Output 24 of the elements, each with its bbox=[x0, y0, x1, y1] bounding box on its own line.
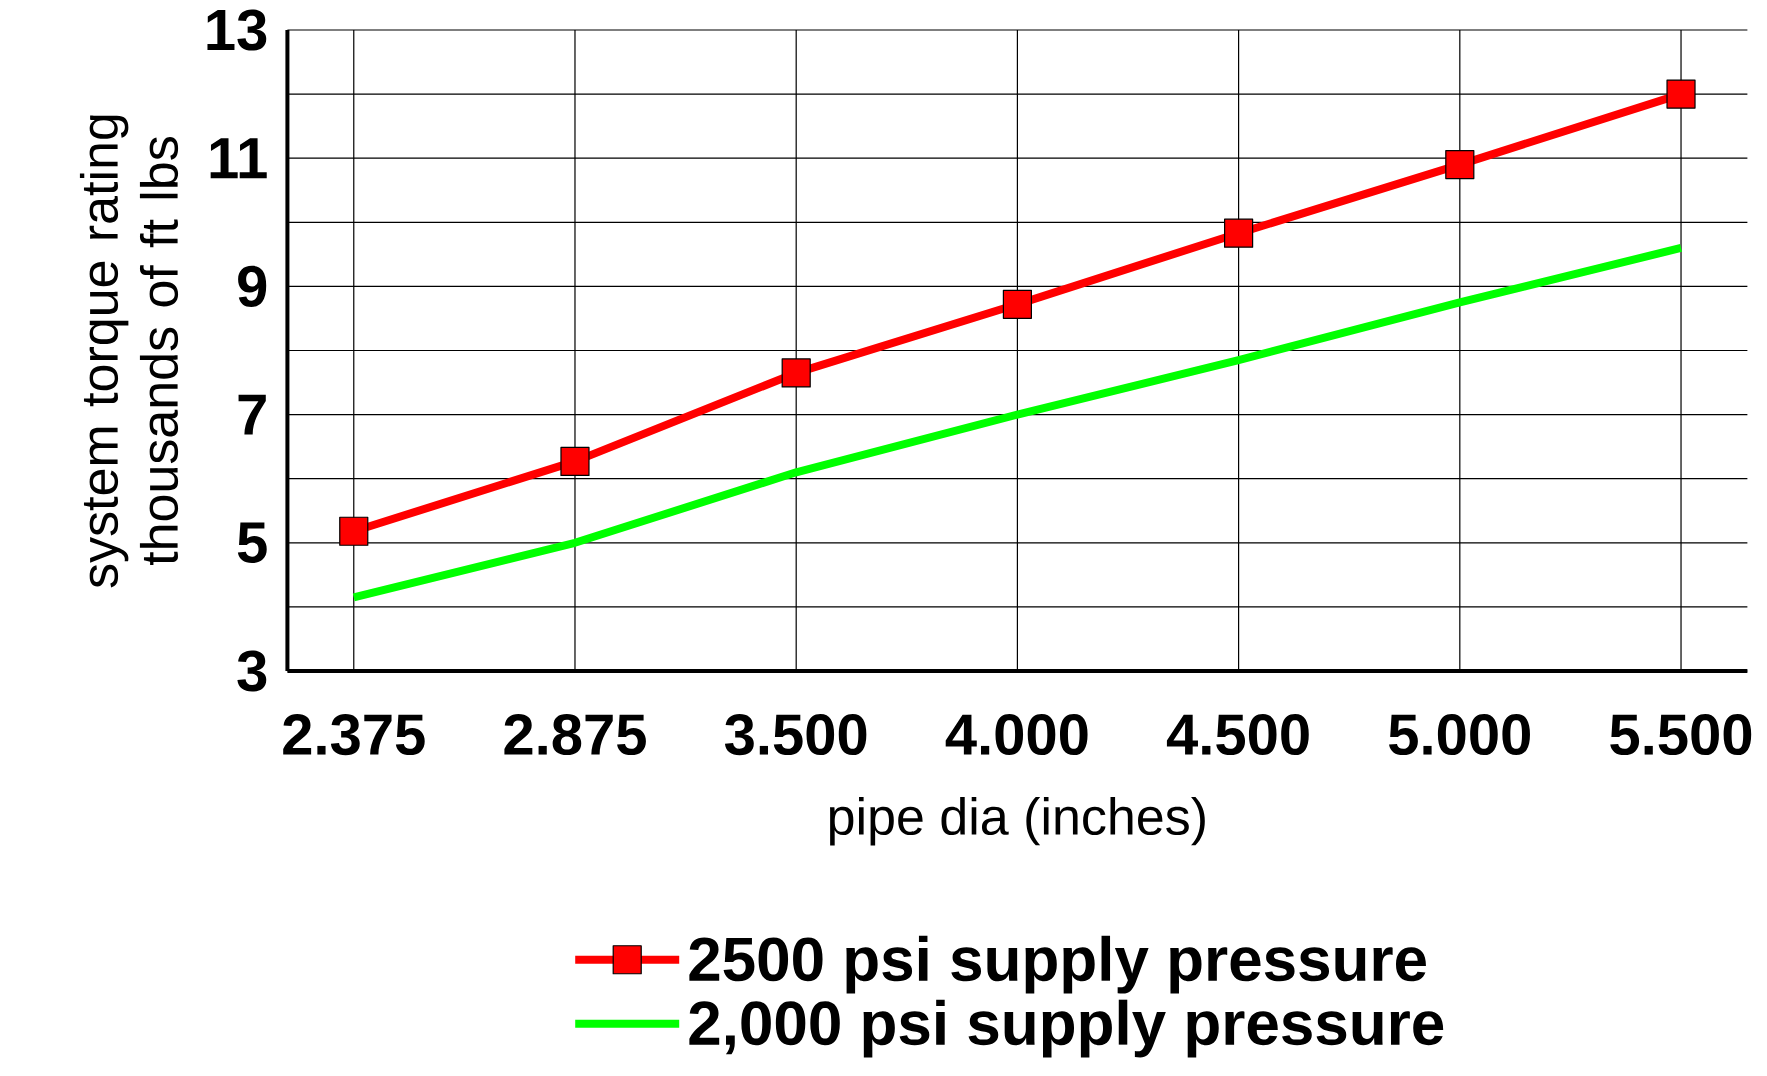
point bbox=[1224, 218, 1254, 248]
point bbox=[1666, 79, 1696, 109]
x-tick-label: 2.875 bbox=[504, 714, 646, 756]
x-tick-label: 5.500 bbox=[1610, 714, 1752, 756]
legend-label: 2500 psi supply pressure bbox=[689, 935, 1426, 994]
x-tick-label: 4.000 bbox=[945, 714, 1088, 756]
x-tick-label: 2.375 bbox=[283, 714, 425, 756]
y-tick-label: 13 bbox=[207, 9, 267, 51]
y-tick-label: 11 bbox=[210, 138, 267, 179]
legend-label: 2,000 psi supply pressure bbox=[689, 999, 1444, 1058]
point bbox=[1445, 150, 1475, 180]
x-tick-label: 3.500 bbox=[724, 714, 867, 756]
x-tick-label: 4.500 bbox=[1166, 714, 1309, 756]
y-tick-label: 7 bbox=[238, 394, 266, 435]
y-axis-title: system torque rating thousands of ft lbs bbox=[79, 115, 179, 588]
y-tick-label: 5 bbox=[237, 522, 267, 564]
point bbox=[1002, 289, 1032, 319]
point bbox=[560, 446, 590, 476]
y-tick-label: 9 bbox=[238, 265, 267, 307]
y-tick-label: 3 bbox=[237, 650, 267, 692]
x-axis-title: pipe dia (inches) bbox=[829, 796, 1205, 846]
x-tick-label: 5.000 bbox=[1389, 714, 1530, 756]
point bbox=[781, 358, 811, 388]
point bbox=[339, 516, 369, 546]
